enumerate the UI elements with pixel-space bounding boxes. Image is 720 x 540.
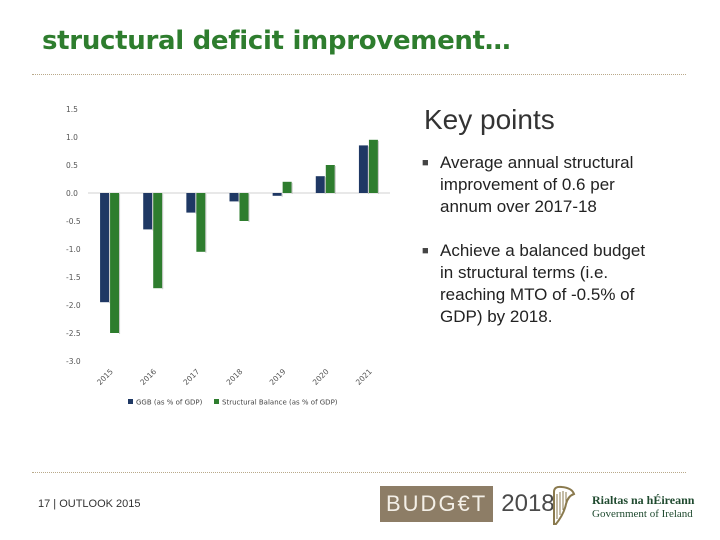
bar-ggb <box>143 193 153 230</box>
x-tick-label: 2018 <box>225 367 245 387</box>
budget-logo: BUDG€T 2018 <box>380 486 555 522</box>
bar-structural-shadow <box>248 194 250 222</box>
bar-structural-shadow <box>119 194 121 334</box>
bar-chart: 1.5 1.0 0.5 0.0 -0.5 -1.0 -1.5 -2.0 -2.5 -3.0 201… <box>66 105 390 407</box>
legend-label: GGB (as % of GDP) <box>136 399 203 407</box>
bar-ggb-shadow <box>367 146 369 194</box>
bar-structural-shadow <box>162 194 164 290</box>
y-tick-label: -2.5 <box>66 329 81 338</box>
bar-ggb <box>315 176 325 193</box>
gov-irish-name: Rialtas na hÉireann <box>592 493 695 507</box>
y-tick-label: -3.0 <box>66 357 81 366</box>
key-points-heading: Key points <box>424 104 555 135</box>
bar-structural <box>110 193 120 333</box>
top-divider <box>32 74 686 75</box>
bullet-square-icon: ■ <box>422 245 429 257</box>
bar-structural <box>325 165 335 193</box>
gov-english-name: Government of Ireland <box>592 508 693 520</box>
bar-ggb-shadow <box>152 194 154 231</box>
key-point-text: Average annual structural improvement of… <box>440 153 634 216</box>
bar-ggb-shadow <box>195 194 197 214</box>
x-axis-ticks: 2015 2016 2017 2018 2019 2020 2021 <box>95 367 374 387</box>
bar-ggb-shadow <box>238 194 240 203</box>
bar-structural <box>239 193 249 221</box>
bar-ggb-shadow <box>324 177 326 194</box>
key-points-list: ■ Average annual structural improvement … <box>420 152 660 350</box>
bar-ggb-shadow <box>109 194 111 304</box>
bar-ggb-shadow <box>281 194 283 197</box>
key-point-text: Achieve a balanced budget in structural … <box>440 241 646 326</box>
chart-legend: GGB (as % of GDP) Structural Balance (as … <box>128 399 338 407</box>
bars <box>100 139 379 334</box>
bottom-divider <box>32 472 686 473</box>
bar-structural <box>153 193 163 289</box>
x-tick-label: 2020 <box>311 367 331 387</box>
bullet-square-icon: ■ <box>422 157 429 169</box>
y-tick-label: 1.5 <box>66 105 78 114</box>
legend-swatch <box>214 399 219 404</box>
x-tick-label: 2019 <box>268 367 288 387</box>
bar-ggb <box>100 193 110 303</box>
x-tick-label: 2021 <box>354 367 374 387</box>
bar-structural-shadow <box>334 166 336 194</box>
y-tick-label: -1.5 <box>66 273 81 282</box>
bar-ggb <box>186 193 196 213</box>
bar-ggb <box>358 145 368 193</box>
x-tick-label: 2015 <box>95 367 115 387</box>
y-tick-label: -2.0 <box>66 301 81 310</box>
bar-structural <box>196 193 206 252</box>
bar-structural-shadow <box>205 194 207 253</box>
bar-ggb <box>272 193 282 196</box>
x-tick-label: 2017 <box>181 367 201 387</box>
bar-structural-shadow <box>377 140 379 194</box>
y-tick-label: 0.5 <box>66 161 78 170</box>
y-tick-label: -1.0 <box>66 245 81 254</box>
budget-logo-year: 2018 <box>501 490 555 517</box>
key-point-item: ■ Average annual structural improvement … <box>420 152 660 218</box>
bar-ggb <box>229 193 239 202</box>
budget-logo-word: BUDG€T <box>380 486 494 522</box>
harp-icon <box>553 485 576 525</box>
bar-structural <box>282 181 292 193</box>
legend-swatch <box>128 399 133 404</box>
y-axis-ticks: 1.5 1.0 0.5 0.0 -0.5 -1.0 -1.5 -2.0 -2.5 -3.0 <box>66 105 81 366</box>
key-point-item: ■ Achieve a balanced budget in structura… <box>420 240 660 328</box>
y-tick-label: -0.5 <box>66 217 81 226</box>
footer-page-label: 17 | OUTLOOK 2015 <box>38 498 141 510</box>
bar-structural-shadow <box>291 182 293 194</box>
bar-structural <box>368 139 378 193</box>
legend-label: Structural Balance (as % of GDP) <box>222 399 338 407</box>
government-branding: Rialtas na hÉireann Government of Irelan… <box>592 493 694 521</box>
y-tick-label: 1.0 <box>66 133 78 142</box>
x-tick-label: 2016 <box>138 367 158 387</box>
y-tick-label: 0.0 <box>66 189 78 198</box>
slide-title: structural deficit improvement… <box>42 26 511 56</box>
